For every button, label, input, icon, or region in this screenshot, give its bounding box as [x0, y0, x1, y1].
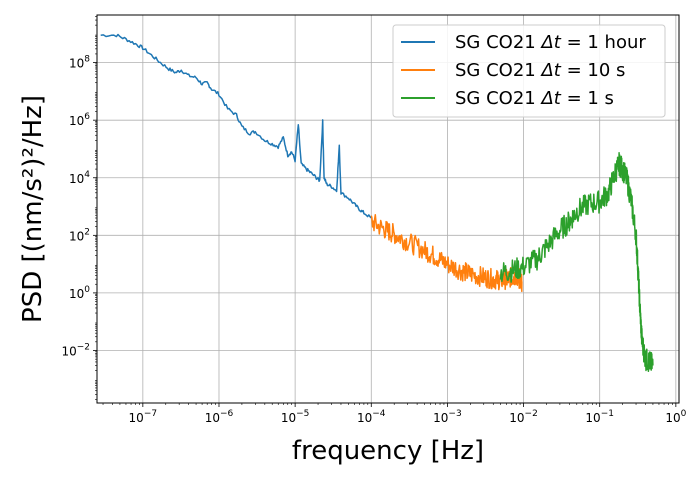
x-tick-base: 10	[433, 411, 448, 425]
series-layer	[100, 33, 654, 373]
y-tick-exponent: 6	[84, 112, 90, 122]
legend-label-prefix: SG CO21	[455, 32, 541, 53]
legend-label-prefix: SG CO21	[455, 60, 541, 81]
legend-label-prefix: SG CO21	[455, 88, 541, 109]
y-tick-label: 102	[69, 227, 90, 243]
x-tick-exponent: −1	[601, 409, 614, 419]
x-tick-exponent: 0	[681, 409, 687, 419]
y-tick-label: 104	[69, 170, 90, 186]
y-tick-label: 108	[69, 55, 90, 71]
y-tick-base: 10	[69, 172, 84, 186]
y-tick-exponent: −2	[77, 342, 90, 352]
x-tick-label: 10−3	[433, 409, 462, 425]
legend-label-math: Δt	[539, 32, 561, 53]
y-tick-base: 10	[69, 57, 84, 71]
x-tick-exponent: −2	[525, 409, 538, 419]
y-tick-base: 10	[61, 344, 76, 358]
x-tick-label: 10−6	[205, 409, 234, 425]
x-tick-exponent: −4	[372, 409, 386, 419]
x-tick-label: 10−1	[585, 409, 614, 425]
legend-label-suffix: = 10 s	[561, 60, 626, 81]
x-tick-exponent: −3	[448, 409, 461, 419]
y-axis-title: PSD [(nm/s²)²/Hz]	[18, 95, 48, 323]
y-tick-base: 10	[69, 287, 84, 301]
x-tick-label: 10−4	[357, 409, 386, 425]
legend-label-math: Δt	[539, 60, 561, 81]
x-tick-label: 100	[665, 409, 686, 425]
x-tick-base: 10	[129, 411, 144, 425]
plot-frame	[96, 14, 680, 404]
x-tick-exponent: −6	[220, 409, 234, 419]
x-tick-base: 10	[205, 411, 220, 425]
x-tick-label: 10−7	[129, 409, 158, 425]
legend-label-suffix: = 1 s	[561, 88, 614, 109]
x-tick-base: 10	[281, 411, 296, 425]
legend-label: SG CO21 Δt = 1 s	[455, 88, 614, 109]
x-tick-base: 10	[357, 411, 372, 425]
y-tick-exponent: 4	[84, 170, 90, 180]
legend-label: SG CO21 Δt = 10 s	[455, 60, 625, 81]
x-tick-exponent: −7	[144, 409, 157, 419]
x-tick-base: 10	[509, 411, 524, 425]
y-tick-label: 10−2	[61, 342, 90, 358]
y-tick-base: 10	[69, 114, 84, 128]
legend-label-suffix: = 1 hour	[561, 32, 647, 53]
x-tick-base: 10	[665, 411, 680, 425]
y-tick-label: 100	[69, 285, 90, 301]
legend-box	[392, 24, 666, 118]
y-tick-exponent: 8	[84, 55, 90, 65]
x-tick-base: 10	[585, 411, 600, 425]
x-tick-label: 10−2	[509, 409, 538, 425]
x-axis-title: frequency [Hz]	[292, 436, 484, 466]
y-tick-exponent: 0	[84, 285, 90, 295]
legend-label: SG CO21 Δt = 1 hour	[455, 32, 646, 53]
x-tick-exponent: −5	[296, 409, 309, 419]
y-tick-exponent: 2	[84, 227, 90, 237]
legend-label-math: Δt	[539, 88, 561, 109]
x-tick-label: 10−5	[281, 409, 310, 425]
y-tick-base: 10	[69, 229, 84, 243]
ticks: 10−7 10−6 10−5 10−4 10−3 10−2 10−1 10010−210010…	[61, 16, 687, 425]
y-tick-label: 106	[69, 112, 90, 128]
series-line-3	[499, 152, 654, 373]
series-line-1	[100, 33, 372, 219]
